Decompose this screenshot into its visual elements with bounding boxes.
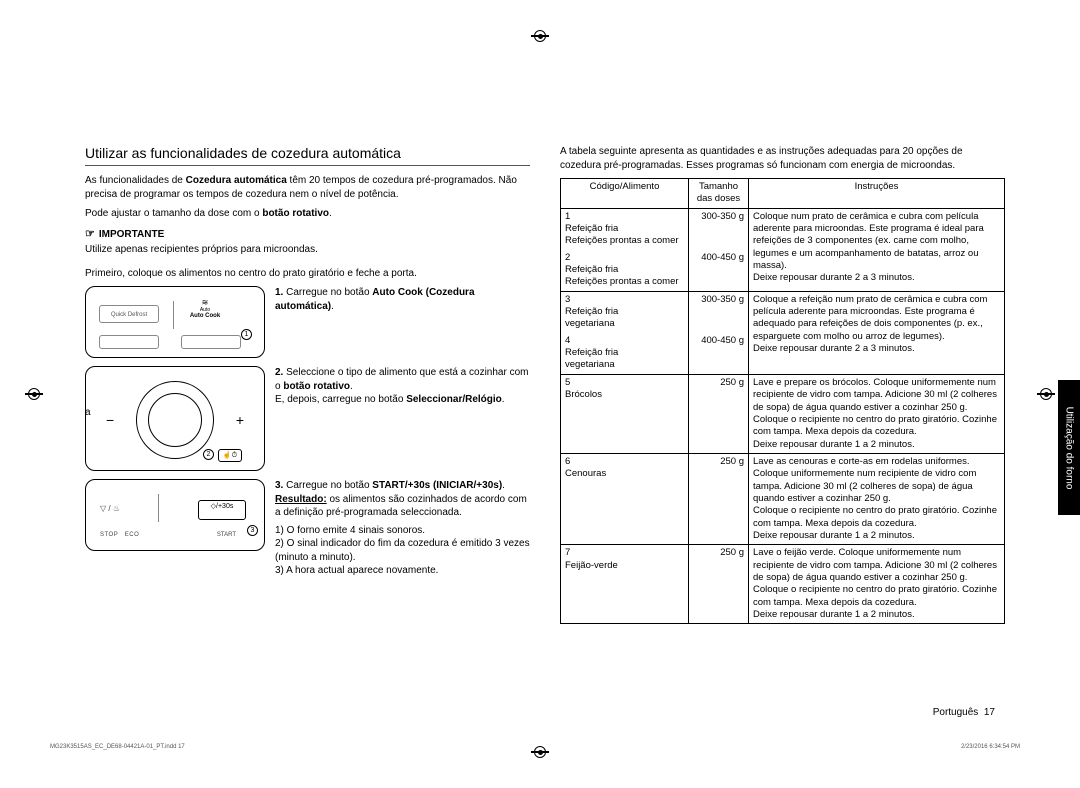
select-clock-button: ☝⏱ [218,449,242,462]
control-panel-2: − + ☝⏱ 2 [85,366,265,471]
stop-eco-icons: ▽ / ♨ [100,504,120,513]
control-panel-3: ▽ / ♨ STOP ECO ◇/+30s START 3 [85,479,265,551]
important-body: Utilize apenas recipientes próprios para… [85,243,530,257]
step-1-text: 1. Carregue no botão Auto Cook (Cozedura… [275,286,530,358]
cooking-table: Código/Alimento Tamanho das doses Instru… [560,178,1005,624]
table-header-row: Código/Alimento Tamanho das doses Instru… [561,179,1005,209]
auto-cook-button: ≋ Auto Auto Cook [181,298,229,319]
print-footprint-left: MG23K3515AS_EC_DE68-04421A-01_PT.indd 17 [50,744,185,750]
step-2-row: − + ☝⏱ 2 2. Seleccione o tipo de aliment… [85,366,530,471]
table-intro: A tabela seguinte apresenta as quantidad… [560,145,1005,172]
callout-3-badge: 3 [247,525,258,536]
page-footer: Português 17 [933,707,995,718]
control-panel-1: Quick Defrost ≋ Auto Auto Cook 1 [85,286,265,358]
intro-paragraph-1: As funcionalidades de Cozedura automátic… [85,174,530,201]
start-label: START [217,532,236,538]
table-row: 6Cenouras 250 g Lave as cenouras e corte… [561,453,1005,544]
figure-a-label: a [85,407,91,418]
col-header-instr: Instruções [749,179,1005,209]
col-header-size: Tamanho das doses [689,179,749,209]
print-footprint-right: 2/23/2016 6:34:54 PM [961,744,1020,750]
step-3-text: 3. Carregue no botão START/+30s (INICIAR… [275,479,530,578]
step-1-row: Quick Defrost ≋ Auto Auto Cook 1 1. Carr… [85,286,530,358]
left-column: Utilizar as funcionalidades de cozedura … [85,145,530,624]
page-content: Utilizar as funcionalidades de cozedura … [85,145,1005,624]
plus-icon: + [236,412,244,428]
table-row: 1Refeição friaRefeições prontas a comer … [561,208,1005,250]
section-heading: Utilizar as funcionalidades de cozedura … [85,145,530,166]
step-3-row: ▽ / ♨ STOP ECO ◇/+30s START 3 3. Carregu… [85,479,530,578]
crop-mark-top [534,30,546,42]
callout-2-badge: 2 [203,449,214,460]
important-heading: ☞IMPORTANTE [85,227,530,242]
minus-icon: − [106,412,114,428]
table-row: 3Refeição friavegetariana 300-350 g Colo… [561,291,1005,333]
callout-1-badge: 1 [241,329,252,340]
quick-defrost-button: Quick Defrost [99,305,159,323]
stop-eco-labels: STOP ECO [100,532,139,538]
start-button: ◇/+30s [198,500,246,520]
section-tab: Utilização do forno [1058,380,1080,515]
crop-mark-right [1040,388,1052,400]
intro-paragraph-2: Pode ajustar o tamanho da dose com o bot… [85,207,530,221]
hand-icon: ☞ [85,227,95,242]
table-row: 5Brócolos 250 g Lave e prepare os brócol… [561,374,1005,453]
crop-mark-left [28,388,40,400]
right-column: A tabela seguinte apresenta as quantidad… [560,145,1005,624]
crop-mark-bottom [534,746,546,758]
table-row: 7Feijão-verde 250 g Lave o feijão verde.… [561,545,1005,624]
pre-step-line: Primeiro, coloque os alimentos no centro… [85,267,530,281]
col-header-food: Código/Alimento [561,179,689,209]
step-2-text: 2. Seleccione o tipo de alimento que est… [275,366,530,471]
